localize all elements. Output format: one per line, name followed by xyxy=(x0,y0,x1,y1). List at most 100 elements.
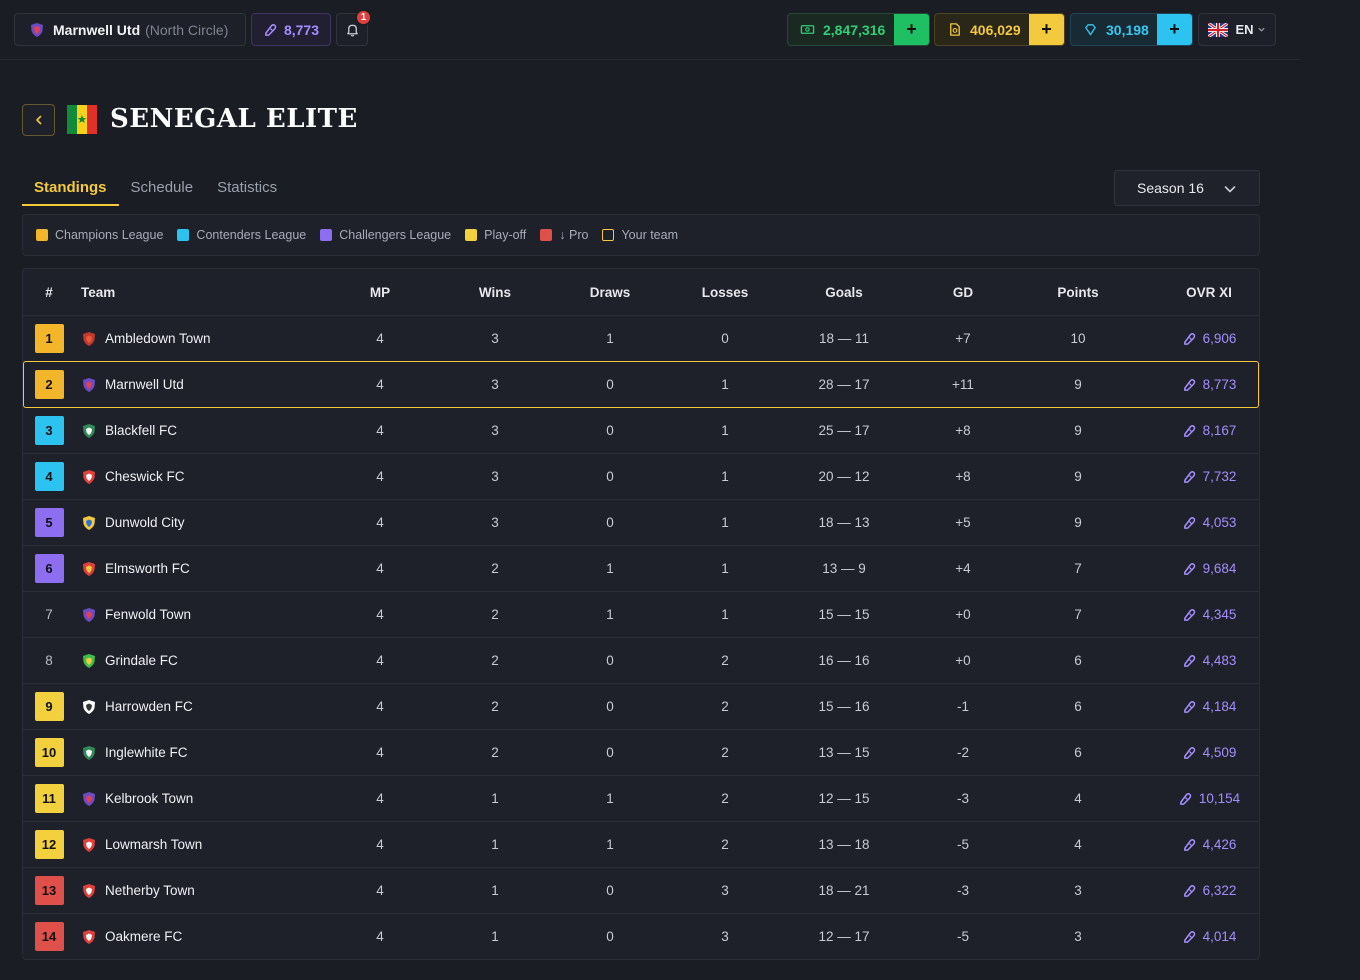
cell-mp: 4 xyxy=(376,607,384,622)
boot-icon xyxy=(1183,931,1195,943)
cell-ovr-xi: 4,053 xyxy=(1143,500,1259,545)
club-ovr-badge[interactable]: 8,773 xyxy=(251,13,331,46)
table-row[interactable]: 9 Harrowden FC 4 2 0 2 15 — 16 -1 6 4,184 xyxy=(23,684,1259,730)
cell-team[interactable]: Cheswick FC xyxy=(81,454,341,499)
cell-points: 3 xyxy=(1074,883,1082,898)
cell-gd: +7 xyxy=(955,331,971,346)
back-button[interactable] xyxy=(22,104,55,136)
table-row[interactable]: 8 Grindale FC 4 2 0 2 16 — 16 +0 6 4,483 xyxy=(23,638,1259,684)
add-gems-button[interactable]: + xyxy=(1157,14,1192,45)
cash-balance: 2,847,316 + xyxy=(787,13,930,46)
ovr-xi-value: 8,773 xyxy=(1202,377,1237,392)
cell-draws: 0 xyxy=(606,377,614,392)
cell-goals: 18 — 11 xyxy=(818,331,870,346)
column-header-goals[interactable]: Goals xyxy=(825,284,863,300)
team-name[interactable]: Dunwold City xyxy=(105,515,185,530)
column-header-ovr-xi[interactable]: OVR XI xyxy=(1186,284,1232,300)
column-header-points[interactable]: Points xyxy=(1057,284,1099,300)
cell-team[interactable]: Ambledown Town xyxy=(81,316,341,361)
boot-icon xyxy=(1183,425,1195,437)
cell-team[interactable]: Fenwold Town xyxy=(81,592,341,637)
cell-wins: 2 xyxy=(491,699,499,714)
table-row[interactable]: 3 Blackfell FC 4 3 0 1 25 — 17 +8 9 8,167 xyxy=(23,408,1259,454)
cell-ovr-xi: 4,509 xyxy=(1143,730,1259,775)
cell-draws: 0 xyxy=(606,929,614,944)
team-name[interactable]: Lowmarsh Town xyxy=(105,837,203,852)
add-cash-button[interactable]: + xyxy=(894,14,929,45)
team-name[interactable]: Ambledown Town xyxy=(105,331,211,346)
cell-team[interactable]: Inglewhite FC xyxy=(81,730,341,775)
cell-mp: 4 xyxy=(376,561,384,576)
team-name[interactable]: Oakmere FC xyxy=(105,929,183,944)
tab-standings[interactable]: Standings xyxy=(22,170,119,206)
team-name[interactable]: Inglewhite FC xyxy=(105,745,188,760)
table-row[interactable]: 6 Elmsworth FC 4 2 1 1 13 — 9 +4 7 9,684 xyxy=(23,546,1259,592)
add-coins-button[interactable]: + xyxy=(1029,14,1064,45)
table-row[interactable]: 14 Oakmere FC 4 1 0 3 12 — 17 -5 3 4,014 xyxy=(23,914,1259,959)
column-header-rank[interactable]: # xyxy=(45,284,53,300)
ovr-xi-value: 6,322 xyxy=(1202,883,1237,898)
cell-team[interactable]: Dunwold City xyxy=(81,500,341,545)
tab-schedule[interactable]: Schedule xyxy=(130,179,194,196)
legend-swatch xyxy=(320,229,333,241)
boot-icon xyxy=(1183,885,1195,897)
cell-team[interactable]: Marnwell Utd xyxy=(81,362,341,407)
boot-icon xyxy=(1179,793,1192,805)
table-row[interactable]: 7 Fenwold Town 4 2 1 1 15 — 15 +0 7 4,345 xyxy=(23,592,1259,638)
cell-ovr-xi: 6,906 xyxy=(1143,316,1259,361)
team-name[interactable]: Kelbrook Town xyxy=(105,791,194,806)
season-select-value: Season 16 xyxy=(1137,180,1204,196)
season-select[interactable]: Season 16 xyxy=(1114,170,1260,206)
cell-rank: 11 xyxy=(23,776,75,821)
column-header-losses[interactable]: Losses xyxy=(701,284,749,300)
team-name[interactable]: Harrowden FC xyxy=(105,699,193,714)
column-header-wins[interactable]: Wins xyxy=(478,284,512,300)
table-row[interactable]: 12 Lowmarsh Town 4 1 1 2 13 — 18 -5 4 4,426 xyxy=(23,822,1259,868)
cell-mp: 4 xyxy=(376,377,384,392)
rank-badge: 14 xyxy=(34,922,64,951)
club-ovr-value: 8,773 xyxy=(283,21,320,38)
column-header-draws[interactable]: Draws xyxy=(589,284,631,300)
cell-rank: 3 xyxy=(23,408,75,453)
cell-draws: 1 xyxy=(606,791,614,806)
league-tabs: Standings Schedule Statistics xyxy=(22,170,289,206)
table-row[interactable]: 10 Inglewhite FC 4 2 0 2 13 — 15 -2 6 4,509 xyxy=(23,730,1259,776)
club-region: (North Circle) xyxy=(145,21,229,38)
column-header-gd[interactable]: GD xyxy=(952,284,974,300)
language-selector[interactable]: EN xyxy=(1198,13,1276,46)
team-name[interactable]: Fenwold Town xyxy=(105,607,192,622)
tab-statistics[interactable]: Statistics xyxy=(217,179,278,196)
cell-gd: -5 xyxy=(956,837,969,852)
cell-team[interactable]: Elmsworth FC xyxy=(81,546,341,591)
team-name[interactable]: Grindale FC xyxy=(105,653,178,668)
table-row[interactable]: 11 Kelbrook Town 4 1 1 2 12 — 15 -3 4 10,154 xyxy=(23,776,1259,822)
column-header-team[interactable]: Team xyxy=(81,284,116,300)
boot-icon xyxy=(1183,655,1195,667)
cell-team[interactable]: Lowmarsh Town xyxy=(81,822,341,867)
cell-wins: 1 xyxy=(491,883,499,898)
table-row[interactable]: 13 Netherby Town 4 1 0 3 18 — 21 -3 3 6,322 xyxy=(23,868,1259,914)
cell-team[interactable]: Grindale FC xyxy=(81,638,341,683)
cell-goals: 12 — 15 xyxy=(818,791,870,806)
cell-team[interactable]: Harrowden FC xyxy=(81,684,341,729)
cell-goals: 15 — 15 xyxy=(818,607,870,622)
table-row[interactable]: 1 Ambledown Town 4 3 1 0 18 — 11 +7 10 6,906 xyxy=(23,316,1259,362)
team-name[interactable]: Cheswick FC xyxy=(105,469,185,484)
table-row[interactable]: 5 Dunwold City 4 3 0 1 18 — 13 +5 9 4,053 xyxy=(23,500,1259,546)
cell-team[interactable]: Netherby Town xyxy=(81,868,341,913)
table-row[interactable]: 4 Cheswick FC 4 3 0 1 20 — 12 +8 9 7,732 xyxy=(23,454,1259,500)
team-name[interactable]: Blackfell FC xyxy=(105,423,178,438)
table-row[interactable]: 2 Marnwell Utd 4 3 0 1 28 — 17 +11 9 8,773 xyxy=(23,361,1259,408)
cell-rank: 4 xyxy=(23,454,75,499)
cell-ovr-xi: 8,773 xyxy=(1143,362,1259,407)
gem-value: 30,198 xyxy=(1106,21,1149,38)
club-selector[interactable]: Marnwell Utd (North Circle) xyxy=(14,13,246,46)
cell-team[interactable]: Kelbrook Town xyxy=(81,776,341,821)
team-name[interactable]: Marnwell Utd xyxy=(105,377,184,392)
cell-team[interactable]: Blackfell FC xyxy=(81,408,341,453)
column-header-mp[interactable]: MP xyxy=(369,284,391,300)
team-name[interactable]: Elmsworth FC xyxy=(105,561,190,576)
cell-team[interactable]: Oakmere FC xyxy=(81,914,341,959)
team-name[interactable]: Netherby Town xyxy=(105,883,195,898)
team-crest-icon xyxy=(83,929,95,944)
